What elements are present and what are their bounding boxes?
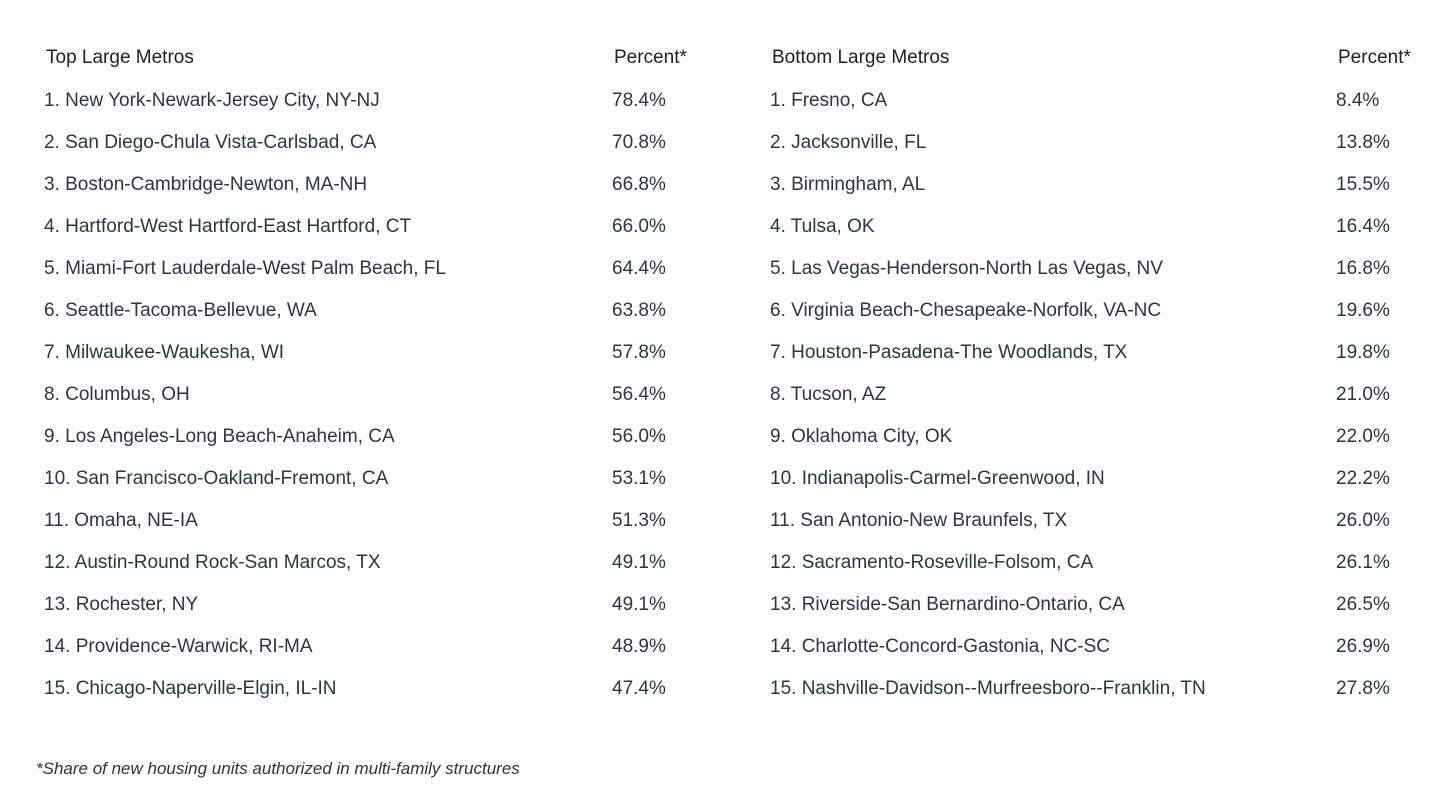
top-metro-percent: 47.4% bbox=[612, 678, 666, 699]
bottom-metro-percent: 8.4% bbox=[1336, 90, 1380, 111]
footnote: *Share of new housing units authorized i… bbox=[36, 759, 520, 778]
top-metro-name: 15. Chicago-Naperville-Elgin, IL-IN bbox=[44, 678, 337, 699]
top-metro-name: 1. New York-Newark-Jersey City, NY-NJ bbox=[44, 90, 380, 111]
bottom-metro-name: 12. Sacramento-Roseville-Folsom, CA bbox=[770, 552, 1094, 573]
bottom-metro-percent: 16.4% bbox=[1336, 216, 1390, 237]
bottom-metro-percent: 15.5% bbox=[1336, 174, 1390, 195]
top-metro-percent: 78.4% bbox=[612, 90, 666, 111]
top-metro-name: 9. Los Angeles-Long Beach-Anaheim, CA bbox=[44, 426, 395, 447]
bottom-metro-percent: 22.0% bbox=[1336, 426, 1390, 447]
top-metro-percent: 66.0% bbox=[612, 216, 666, 237]
top-metro-percent: 49.1% bbox=[612, 552, 666, 573]
top-metro-name: 13. Rochester, NY bbox=[44, 594, 199, 615]
top-metro-name: 4. Hartford-West Hartford-East Hartford,… bbox=[44, 216, 412, 237]
bottom-metro-name: 5. Las Vegas-Henderson-North Las Vegas, … bbox=[770, 258, 1163, 279]
bottom-metro-name: 13. Riverside-San Bernardino-Ontario, CA bbox=[770, 594, 1125, 615]
top-metro-percent: 48.9% bbox=[612, 636, 666, 657]
bottom-metros-header: Bottom Large Metros bbox=[772, 47, 950, 68]
top-percent-header: Percent* bbox=[614, 47, 687, 68]
top-metro-percent: 66.8% bbox=[612, 174, 666, 195]
bottom-metro-name: 2. Jacksonville, FL bbox=[770, 132, 927, 153]
top-metro-percent: 51.3% bbox=[612, 510, 666, 531]
bottom-metro-name: 6. Virginia Beach-Chesapeake-Norfolk, VA… bbox=[770, 300, 1162, 321]
bottom-metro-name: 10. Indianapolis-Carmel-Greenwood, IN bbox=[770, 468, 1105, 489]
bottom-metro-percent: 13.8% bbox=[1336, 132, 1390, 153]
top-metros-header: Top Large Metros bbox=[46, 47, 194, 68]
bottom-metro-name: 1. Fresno, CA bbox=[770, 90, 888, 111]
top-metro-name: 14. Providence-Warwick, RI-MA bbox=[44, 636, 313, 657]
bottom-metro-percent: 26.1% bbox=[1336, 552, 1390, 573]
bottom-metro-name: 8. Tucson, AZ bbox=[770, 384, 887, 405]
bottom-metro-name: 9. Oklahoma City, OK bbox=[770, 426, 953, 447]
bottom-percent-header: Percent* bbox=[1338, 47, 1411, 68]
top-metro-name: 11. Omaha, NE-IA bbox=[44, 510, 198, 531]
bottom-metro-percent: 26.9% bbox=[1336, 636, 1390, 657]
top-metro-name: 6. Seattle-Tacoma-Bellevue, WA bbox=[44, 300, 317, 321]
bottom-metro-percent: 26.0% bbox=[1336, 510, 1390, 531]
top-metro-percent: 56.0% bbox=[612, 426, 666, 447]
top-metro-name: 3. Boston-Cambridge-Newton, MA-NH bbox=[44, 174, 368, 195]
bottom-metro-percent: 26.5% bbox=[1336, 594, 1390, 615]
top-metro-name: 5. Miami-Fort Lauderdale-West Palm Beach… bbox=[44, 258, 446, 279]
bottom-metro-name: 11. San Antonio-New Braunfels, TX bbox=[770, 510, 1068, 531]
bottom-metro-percent: 19.6% bbox=[1336, 300, 1390, 321]
top-metro-percent: 49.1% bbox=[612, 594, 666, 615]
bottom-metro-name: 15. Nashville-Davidson--Murfreesboro--Fr… bbox=[770, 678, 1206, 699]
top-metro-name: 10. San Francisco-Oakland-Fremont, CA bbox=[44, 468, 389, 489]
bottom-metro-name: 7. Houston-Pasadena-The Woodlands, TX bbox=[770, 342, 1128, 363]
bottom-metro-name: 14. Charlotte-Concord-Gastonia, NC-SC bbox=[770, 636, 1111, 657]
top-metro-percent: 57.8% bbox=[612, 342, 666, 363]
bottom-metro-name: 3. Birmingham, AL bbox=[770, 174, 926, 195]
top-metro-name: 8. Columbus, OH bbox=[44, 384, 190, 405]
top-metro-name: 12. Austin-Round Rock-San Marcos, TX bbox=[44, 552, 381, 573]
bottom-metro-percent: 16.8% bbox=[1336, 258, 1390, 279]
top-metro-percent: 53.1% bbox=[612, 468, 666, 489]
top-metro-percent: 70.8% bbox=[612, 132, 666, 153]
bottom-metro-percent: 19.8% bbox=[1336, 342, 1390, 363]
bottom-metro-name: 4. Tulsa, OK bbox=[770, 216, 875, 237]
top-metro-percent: 56.4% bbox=[612, 384, 666, 405]
top-metro-percent: 63.8% bbox=[612, 300, 666, 321]
top-metro-name: 2. San Diego-Chula Vista-Carlsbad, CA bbox=[44, 132, 377, 153]
bottom-metro-percent: 22.2% bbox=[1336, 468, 1390, 489]
bottom-metro-percent: 21.0% bbox=[1336, 384, 1390, 405]
top-metro-percent: 64.4% bbox=[612, 258, 666, 279]
top-metro-name: 7. Milwaukee-Waukesha, WI bbox=[44, 342, 285, 363]
bottom-metro-percent: 27.8% bbox=[1336, 678, 1390, 699]
